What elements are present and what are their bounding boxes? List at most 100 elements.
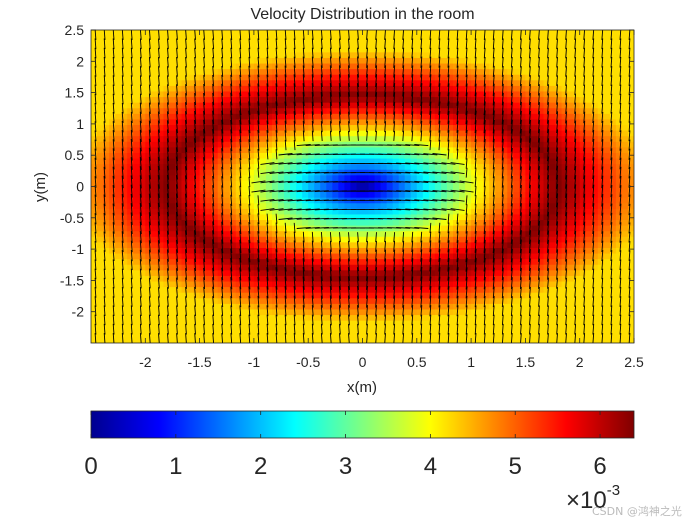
heatmap-cell bbox=[537, 136, 545, 143]
heatmap-cell bbox=[205, 164, 213, 171]
heatmap-cell bbox=[308, 119, 315, 126]
heatmap-cell bbox=[344, 102, 352, 109]
heatmap-cell bbox=[139, 292, 146, 299]
heatmap-cell bbox=[109, 186, 116, 193]
heatmap-cell bbox=[392, 52, 400, 59]
heatmap-cell bbox=[163, 298, 171, 305]
heatmap-cell bbox=[308, 247, 315, 255]
heatmap-cell bbox=[253, 180, 261, 188]
heatmap-cell bbox=[356, 214, 364, 221]
heatmap-cell bbox=[338, 220, 345, 227]
heatmap-cell bbox=[181, 136, 189, 143]
heatmap-cell bbox=[284, 259, 291, 266]
heatmap-cell bbox=[157, 208, 164, 216]
heatmap-cell bbox=[97, 141, 104, 148]
heatmap-cell bbox=[513, 102, 520, 109]
heatmap-cell bbox=[459, 275, 466, 283]
heatmap-cell bbox=[175, 220, 183, 227]
heatmap-cell bbox=[615, 197, 623, 204]
heatmap-cell bbox=[513, 46, 520, 53]
heatmap-cell bbox=[115, 337, 122, 343]
heatmap-cell bbox=[507, 30, 514, 37]
heatmap-cell bbox=[398, 208, 406, 216]
heatmap-cell bbox=[223, 164, 231, 171]
heatmap-cell bbox=[217, 97, 225, 104]
heatmap-cell bbox=[241, 309, 249, 316]
heatmap-cell bbox=[483, 30, 490, 37]
heatmap-cell bbox=[211, 220, 219, 227]
heatmap-cell bbox=[175, 298, 183, 305]
heatmap-cell bbox=[531, 337, 539, 343]
heatmap-cell bbox=[145, 264, 152, 271]
heatmap-cell bbox=[145, 147, 152, 154]
heatmap-cell bbox=[446, 164, 454, 171]
heatmap-cell bbox=[374, 192, 382, 199]
heatmap-cell bbox=[223, 270, 231, 277]
heatmap-cell bbox=[567, 41, 575, 48]
heatmap-cell bbox=[97, 331, 104, 339]
heatmap-cell bbox=[338, 264, 345, 271]
heatmap-cell bbox=[109, 247, 116, 255]
heatmap-cell bbox=[513, 57, 520, 65]
heatmap-cell bbox=[241, 41, 249, 48]
heatmap-cell bbox=[187, 46, 195, 53]
heatmap-cell bbox=[199, 186, 207, 193]
heatmap-cell bbox=[501, 80, 508, 87]
heatmap-cell bbox=[615, 46, 623, 53]
heatmap-cell bbox=[163, 91, 171, 98]
heatmap-cell bbox=[368, 97, 376, 104]
heatmap-cell bbox=[169, 264, 177, 271]
heatmap-cell bbox=[332, 119, 339, 126]
heatmap-cell bbox=[410, 287, 418, 294]
heatmap-cell bbox=[332, 46, 339, 53]
heatmap-cell bbox=[133, 57, 140, 65]
heatmap-cell bbox=[573, 113, 581, 121]
heatmap-cell bbox=[483, 91, 490, 98]
heatmap-cell bbox=[284, 136, 291, 143]
heatmap-cell bbox=[296, 63, 303, 70]
heatmap-cell bbox=[380, 225, 388, 232]
heatmap-cell bbox=[217, 326, 225, 333]
heatmap-cell bbox=[585, 242, 593, 249]
heatmap-cell bbox=[133, 270, 140, 277]
heatmap-cell bbox=[181, 264, 189, 271]
heatmap-cell bbox=[265, 125, 273, 132]
heatmap-cell bbox=[199, 30, 207, 37]
heatmap-cell bbox=[247, 331, 255, 339]
heatmap-cell bbox=[157, 287, 164, 294]
heatmap-cell bbox=[229, 30, 237, 37]
heatmap-cell bbox=[151, 292, 158, 299]
heatmap-cell bbox=[591, 309, 599, 316]
heatmap-cell bbox=[513, 315, 520, 322]
heatmap-cell bbox=[97, 52, 104, 59]
heatmap-cell bbox=[507, 309, 514, 316]
heatmap-cell bbox=[621, 326, 629, 333]
heatmap-cell bbox=[615, 35, 623, 42]
heatmap-cell bbox=[157, 91, 164, 98]
heatmap-cell bbox=[386, 264, 394, 271]
heatmap-cell bbox=[380, 259, 388, 266]
heatmap-cell bbox=[121, 125, 128, 132]
heatmap-cell bbox=[296, 186, 303, 193]
heatmap-cell bbox=[217, 186, 225, 193]
heatmap-cell bbox=[290, 281, 297, 288]
heatmap-cell bbox=[368, 309, 376, 316]
heatmap-cell bbox=[374, 158, 382, 165]
heatmap-cell bbox=[525, 214, 533, 221]
heatmap-cell bbox=[555, 337, 563, 343]
heatmap-cell bbox=[199, 180, 207, 188]
heatmap-cell bbox=[103, 125, 110, 132]
heatmap-cell bbox=[193, 326, 201, 333]
heatmap-cell bbox=[241, 231, 249, 238]
heatmap-cell bbox=[121, 303, 128, 311]
heatmap-cell bbox=[603, 275, 611, 283]
heatmap-cell bbox=[609, 326, 617, 333]
heatmap-cell bbox=[392, 85, 400, 93]
heatmap-cell bbox=[392, 130, 400, 137]
heatmap-cell bbox=[561, 214, 569, 221]
heatmap-cell bbox=[434, 264, 442, 271]
heatmap-cell bbox=[531, 287, 539, 294]
heatmap-cell bbox=[573, 253, 581, 260]
heatmap-cell bbox=[573, 91, 581, 98]
heatmap-cell bbox=[579, 320, 587, 327]
